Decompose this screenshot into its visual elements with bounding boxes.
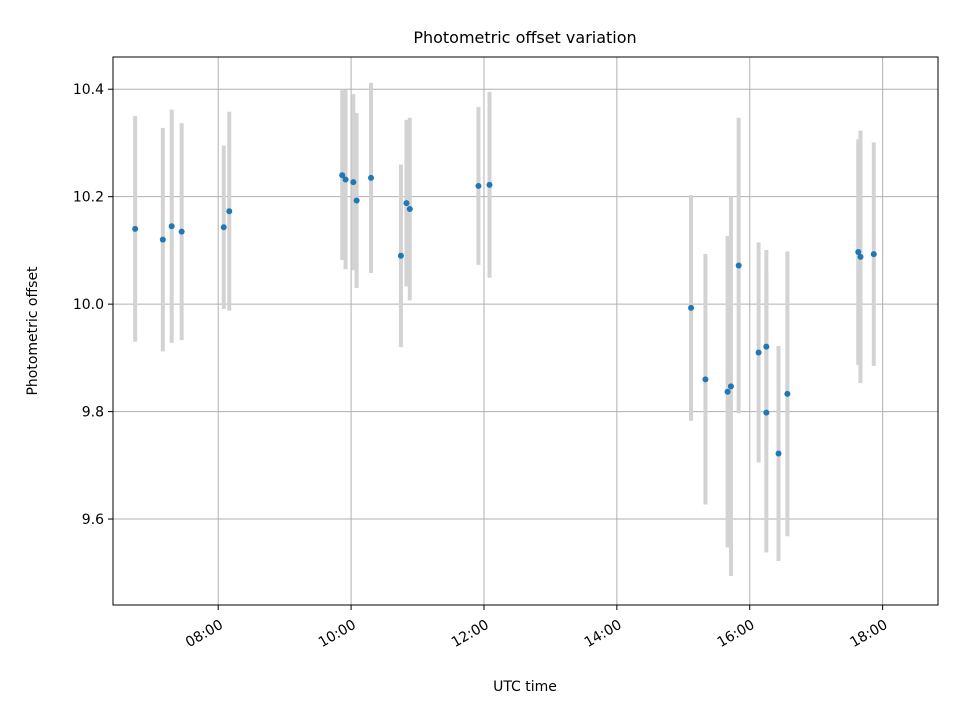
y-tick-label: 9.8 [82, 405, 104, 421]
data-point [784, 390, 791, 397]
y-tick-label: 9.6 [82, 512, 104, 528]
data-point [724, 388, 731, 395]
y-tick-label: 10.4 [73, 82, 104, 98]
y-axis-label: Photometric offset [25, 266, 41, 396]
data-point [486, 181, 493, 188]
y-tick-label: 10.2 [73, 190, 104, 206]
x-axis-label: UTC time [493, 679, 557, 695]
data-point [406, 206, 413, 213]
data-point [168, 223, 175, 230]
data-point [339, 172, 346, 179]
data-point [688, 304, 695, 311]
data-point [226, 208, 233, 215]
data-point [870, 251, 877, 258]
chart-title: Photometric offset variation [413, 28, 636, 47]
data-point [368, 174, 375, 181]
data-point [132, 225, 139, 232]
data-point [220, 224, 227, 231]
plot-frame [112, 56, 939, 606]
data-point [403, 200, 410, 207]
data-point [763, 409, 770, 416]
data-point [855, 249, 862, 256]
data-point [353, 197, 360, 204]
data-points [132, 172, 877, 457]
data-point [755, 349, 762, 356]
data-point [857, 253, 864, 260]
data-point [763, 343, 770, 350]
data-point [159, 236, 166, 243]
data-point [735, 262, 742, 269]
data-point [727, 383, 734, 390]
data-point [775, 450, 782, 457]
data-point [342, 176, 349, 183]
y-axis-ticks: 9.6 9.8 10.0 10.2 10.4 [73, 82, 113, 528]
grid-lines [113, 57, 938, 605]
data-point [397, 252, 404, 259]
data-point [350, 179, 357, 186]
data-point [178, 228, 185, 235]
y-tick-label: 10.0 [73, 297, 104, 313]
data-point [475, 182, 482, 189]
data-point [702, 376, 709, 383]
